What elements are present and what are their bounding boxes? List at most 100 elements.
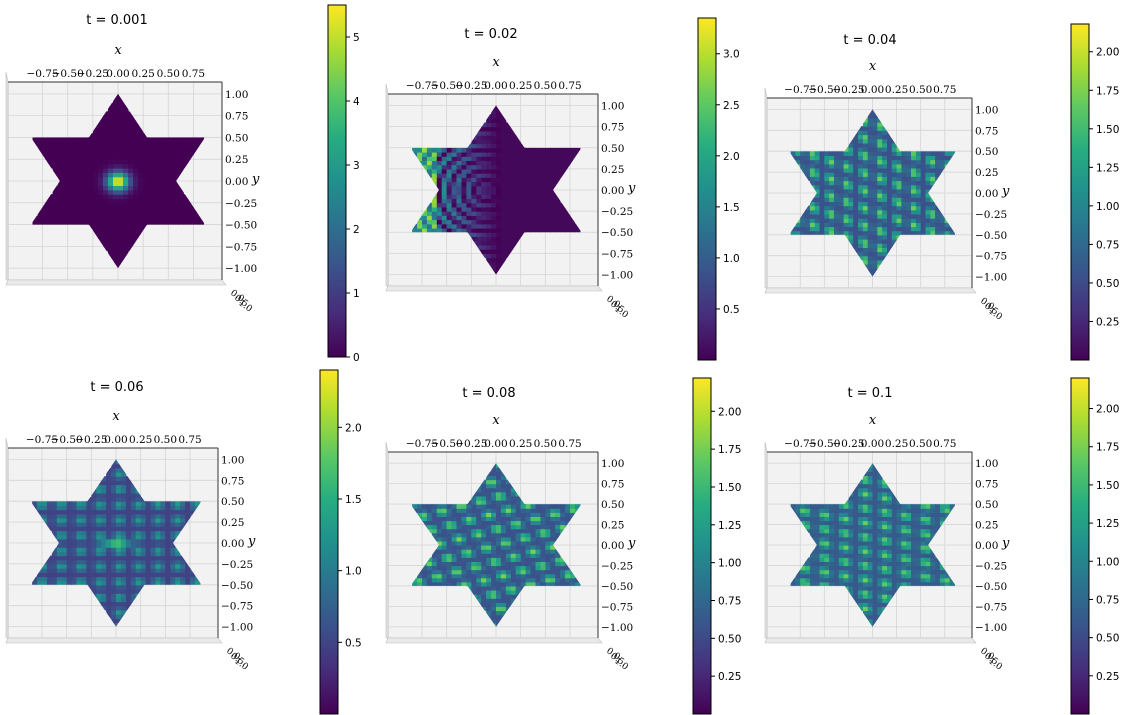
surface-cell [111, 505, 117, 511]
surface-cell [118, 202, 124, 208]
surface-cell [853, 512, 859, 517]
surface-cell [417, 156, 423, 161]
surface-cell [491, 577, 497, 583]
surface-cell [906, 565, 912, 571]
surface-cell [97, 202, 104, 208]
surface-cell [111, 572, 117, 578]
surface-cell [896, 218, 902, 223]
colorbar-tick-label: 1.00 [1096, 556, 1119, 568]
surface-cell [819, 577, 825, 583]
surface-cell [540, 177, 546, 183]
surface-cell [867, 230, 874, 236]
surface-cell [57, 207, 64, 213]
surface-cell [106, 497, 112, 502]
y-tick-label: 1.00 [975, 104, 998, 116]
surface-cell [901, 180, 907, 186]
surface-cell [862, 130, 869, 136]
surface-cell [540, 206, 546, 212]
surface-cell [814, 226, 821, 232]
surface-cell [809, 561, 816, 567]
surface-cell [491, 249, 497, 254]
surface-cell [496, 114, 502, 119]
surface-cell [935, 565, 941, 571]
surface-cell [520, 228, 527, 233]
surface-cell [882, 172, 888, 177]
surface-cell [135, 584, 142, 590]
surface-cell [540, 190, 546, 195]
surface-cell [163, 194, 169, 200]
surface-cell [510, 508, 517, 513]
surface-cell [175, 572, 181, 578]
surface-cell [138, 198, 144, 204]
surface-cell [456, 211, 462, 216]
surface-cell [491, 236, 497, 242]
surface-cell [824, 532, 830, 538]
surface-cell [853, 167, 859, 173]
surface-cell [173, 176, 179, 182]
surface-cell [466, 143, 472, 149]
surface-cell [486, 114, 492, 119]
surface-cell [887, 134, 893, 140]
surface-cell [560, 504, 566, 509]
surface-cell [446, 177, 453, 183]
surface-cell [872, 113, 878, 119]
surface-cell [466, 512, 472, 517]
surface-cell [887, 147, 893, 152]
subplot-title: t = 0.04 [843, 33, 896, 48]
surface-cell [153, 137, 159, 143]
surface-cell [858, 594, 864, 599]
surface-cell [505, 135, 512, 140]
surface-cell [125, 555, 132, 561]
surface-cell [505, 581, 512, 587]
surface-cell [800, 520, 806, 526]
surface-cell [82, 159, 89, 165]
surface-cell [101, 559, 107, 565]
x-tick-label: −0.75 [26, 434, 58, 446]
surface-cell [515, 553, 522, 558]
surface-cell [862, 606, 869, 612]
surface-cell [843, 188, 849, 194]
surface-cell [96, 584, 102, 590]
surface-cell [183, 150, 189, 156]
surface-cell [887, 209, 893, 215]
surface-cell [535, 194, 541, 199]
surface-cell [185, 517, 191, 523]
surface-cell [456, 206, 462, 212]
surface-cell [496, 536, 502, 542]
surface-cell [76, 517, 82, 523]
surface-cell [87, 194, 94, 200]
surface-cell [887, 553, 893, 558]
surface-cell [178, 220, 184, 226]
surface-cell [862, 193, 869, 198]
surface-cell [520, 569, 527, 575]
surface-cell [862, 512, 869, 517]
colorbar-tick-label: 1.25 [718, 520, 741, 532]
surface-cell [525, 181, 532, 187]
surface-cell [160, 576, 166, 582]
surface-cell [82, 198, 89, 204]
surface-cell [118, 211, 124, 217]
surface-cell [97, 198, 104, 204]
surface-cell [935, 504, 941, 509]
surface-cell [887, 167, 893, 173]
surface-cell [476, 532, 482, 538]
surface-cell [834, 172, 840, 177]
surface-cell [535, 577, 541, 583]
surface-cell [102, 133, 109, 139]
surface-cell [882, 151, 888, 156]
surface-cell [101, 605, 107, 611]
surface-cell [877, 159, 883, 165]
surface-cell [496, 590, 502, 595]
surface-cell [476, 487, 482, 493]
surface-cell [67, 215, 74, 221]
surface-cell [97, 207, 104, 213]
surface-cell [471, 223, 477, 229]
surface-cell [809, 201, 816, 207]
surface-cell [540, 573, 546, 579]
surface-cell [476, 232, 482, 237]
surface-cell [481, 504, 487, 509]
surface-cell [160, 538, 166, 544]
surface-cell [925, 561, 931, 567]
surface-cell [867, 561, 874, 567]
surface-cell [426, 147, 433, 153]
